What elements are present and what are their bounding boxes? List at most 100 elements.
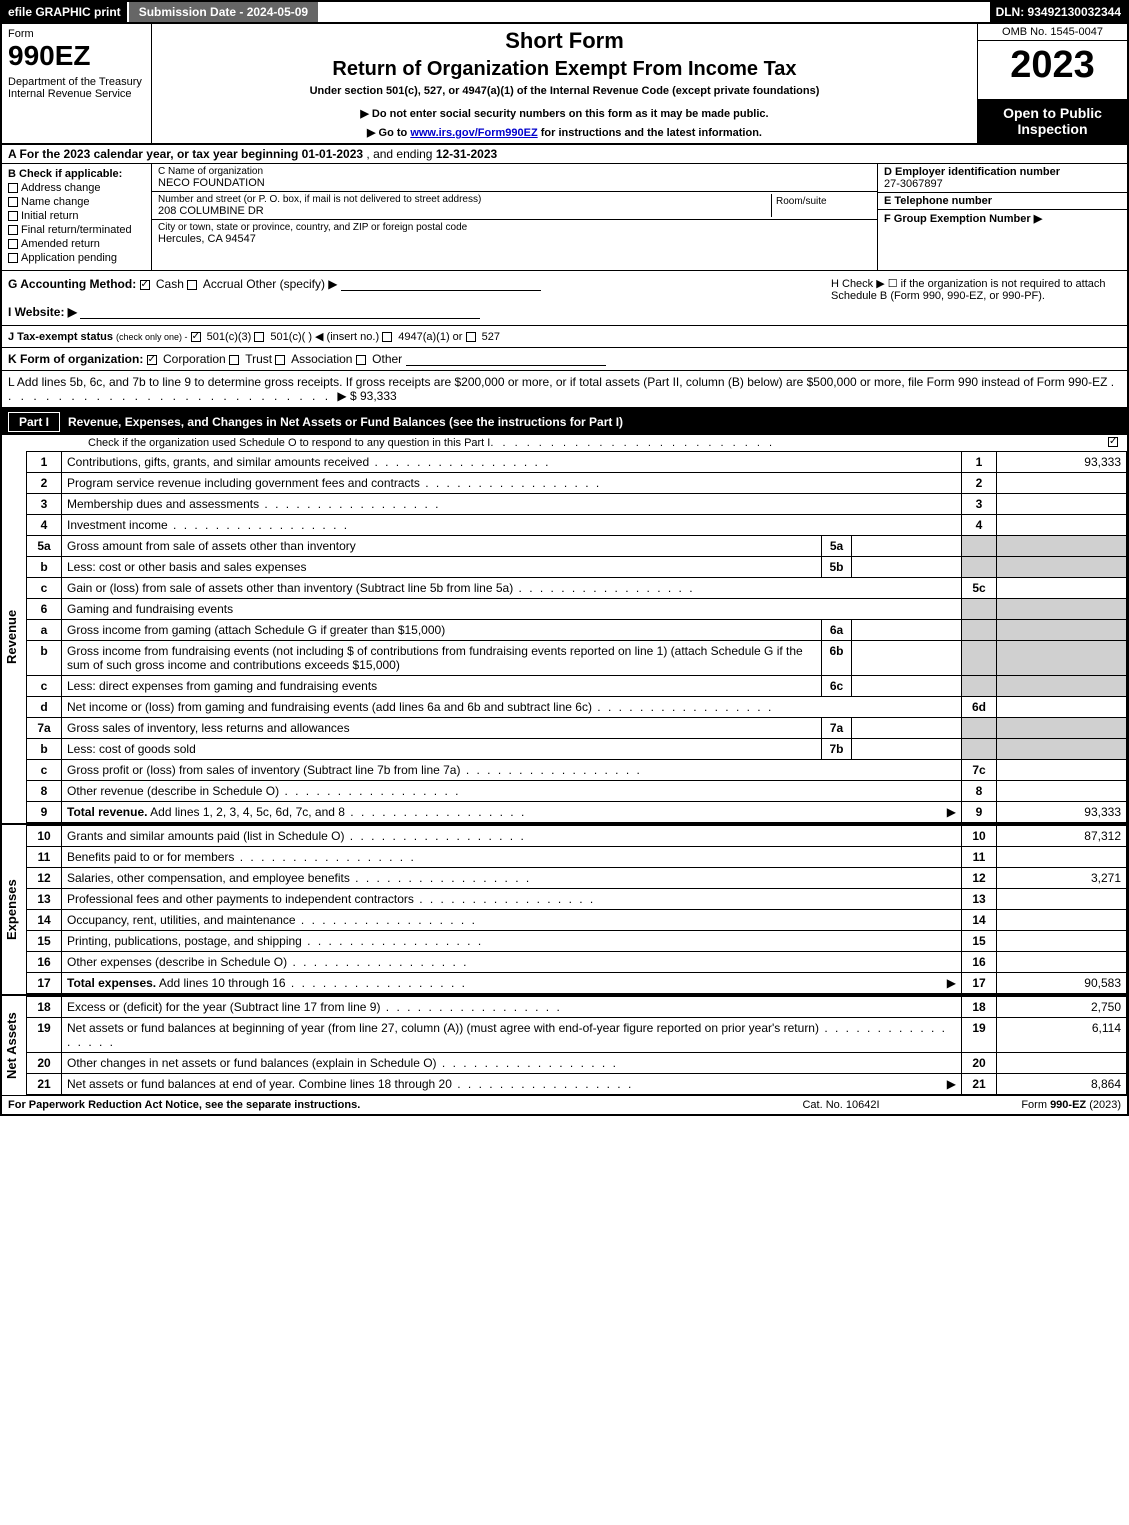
- part-1-checkbox[interactable]: [1108, 437, 1118, 447]
- address-label: Number and street (or P. O. box, if mail…: [158, 194, 771, 205]
- line-number: 15: [27, 931, 62, 952]
- line-value: [997, 760, 1127, 781]
- j-527-checkbox[interactable]: [466, 332, 476, 342]
- line-description: Gross income from gaming (attach Schedul…: [62, 620, 822, 641]
- line-description: Benefits paid to or for members . . . . …: [62, 847, 962, 868]
- checkbox-icon[interactable]: [8, 225, 18, 235]
- line-number: 17: [27, 973, 62, 994]
- footer-right: Form 990-EZ (2023): [941, 1099, 1121, 1111]
- line-value: [997, 952, 1127, 973]
- j-note: (check only one) -: [116, 332, 188, 342]
- right-line-number: 3: [962, 494, 997, 515]
- chk-application-pending[interactable]: Application pending: [8, 252, 145, 264]
- chk-amended-return[interactable]: Amended return: [8, 238, 145, 250]
- checkbox-icon[interactable]: [8, 239, 18, 249]
- right-val-shade: [997, 739, 1127, 760]
- website-field[interactable]: [80, 305, 480, 319]
- right-line-number: 19: [962, 1018, 997, 1053]
- chk-label-4: Amended return: [21, 238, 100, 250]
- efile-print[interactable]: efile GRAPHIC print: [2, 2, 129, 22]
- k-trust-checkbox[interactable]: [229, 355, 239, 365]
- right-line-number: 16: [962, 952, 997, 973]
- j-label: J Tax-exempt status: [8, 331, 113, 343]
- line-description: Total expenses. Add lines 10 through 16 …: [62, 973, 962, 994]
- line-value: [997, 910, 1127, 931]
- table-row: 14Occupancy, rent, utilities, and mainte…: [27, 910, 1127, 931]
- line-description: Gross income from fundraising events (no…: [62, 641, 822, 676]
- line-number: c: [27, 578, 62, 599]
- right-num-shade: [962, 599, 997, 620]
- table-row: aGross income from gaming (attach Schedu…: [27, 620, 1127, 641]
- line-description: Gain or (loss) from sale of assets other…: [62, 578, 962, 599]
- chk-label-1: Name change: [21, 196, 90, 208]
- other-specify-field[interactable]: [341, 277, 541, 291]
- city-label: City or town, state or province, country…: [158, 222, 871, 233]
- checkbox-icon[interactable]: [8, 253, 18, 263]
- line-description: Net assets or fund balances at end of ye…: [62, 1074, 962, 1095]
- k-other-field[interactable]: [406, 352, 606, 366]
- table-row: 18Excess or (deficit) for the year (Subt…: [27, 997, 1127, 1018]
- line-value: [997, 889, 1127, 910]
- accrual-checkbox[interactable]: [187, 280, 197, 290]
- right-line-number: 12: [962, 868, 997, 889]
- right-line-number: 18: [962, 997, 997, 1018]
- k-assoc-checkbox[interactable]: [275, 355, 285, 365]
- sub-line-value: [852, 739, 962, 760]
- k-corp-checkbox[interactable]: [147, 355, 157, 365]
- return-title: Return of Organization Exempt From Incom…: [160, 58, 969, 81]
- j-501c-checkbox[interactable]: [254, 332, 264, 342]
- line-number: 19: [27, 1018, 62, 1053]
- right-val-shade: [997, 599, 1127, 620]
- website-label: I Website: ▶: [8, 305, 77, 319]
- checkbox-icon[interactable]: [8, 183, 18, 193]
- right-num-shade: [962, 739, 997, 760]
- table-row: 17Total expenses. Add lines 10 through 1…: [27, 973, 1127, 994]
- form-header: Form 990EZ Department of the Treasury In…: [2, 24, 1127, 145]
- checkbox-icon[interactable]: [8, 211, 18, 221]
- line-value: [997, 697, 1127, 718]
- chk-initial-return[interactable]: Initial return: [8, 210, 145, 222]
- website-row: I Website: ▶: [8, 305, 821, 319]
- line-value: 87,312: [997, 826, 1127, 847]
- revenue-lines: 1Contributions, gifts, grants, and simil…: [26, 451, 1127, 823]
- table-row: 20Other changes in net assets or fund ba…: [27, 1053, 1127, 1074]
- line-description: Total revenue. Add lines 1, 2, 3, 4, 5c,…: [62, 802, 962, 823]
- line-number: 13: [27, 889, 62, 910]
- line-number: d: [27, 697, 62, 718]
- l-value: 93,333: [360, 389, 397, 403]
- table-row: cLess: direct expenses from gaming and f…: [27, 676, 1127, 697]
- line-value: 93,333: [997, 802, 1127, 823]
- line-value: [997, 1053, 1127, 1074]
- line-value: [997, 578, 1127, 599]
- chk-final-return[interactable]: Final return/terminated: [8, 224, 145, 236]
- j-4947-checkbox[interactable]: [382, 332, 392, 342]
- line-number: b: [27, 739, 62, 760]
- checkbox-icon[interactable]: [8, 197, 18, 207]
- accrual-label: Accrual: [203, 277, 243, 291]
- table-row: 19Net assets or fund balances at beginni…: [27, 1018, 1127, 1053]
- l-text: L Add lines 5b, 6c, and 7b to line 9 to …: [8, 375, 1107, 389]
- submission-date: Submission Date - 2024-05-09: [129, 2, 320, 22]
- line-value: [997, 781, 1127, 802]
- right-line-number: 1: [962, 452, 997, 473]
- line-description: Gaming and fundraising events: [62, 599, 962, 620]
- goto-line: ▶ Go to www.irs.gov/Form990EZ for instru…: [160, 126, 969, 139]
- table-row: 10Grants and similar amounts paid (list …: [27, 826, 1127, 847]
- k-other-checkbox[interactable]: [356, 355, 366, 365]
- line-number: 14: [27, 910, 62, 931]
- line-description: Program service revenue including govern…: [62, 473, 962, 494]
- sub-line-value: [852, 676, 962, 697]
- right-val-shade: [997, 676, 1127, 697]
- sub-line-number: 5b: [822, 557, 852, 578]
- form-label: Form: [8, 28, 145, 40]
- chk-address-change[interactable]: Address change: [8, 182, 145, 194]
- cash-checkbox[interactable]: [140, 280, 150, 290]
- j-501c3-checkbox[interactable]: [191, 332, 201, 342]
- right-line-number: 4: [962, 515, 997, 536]
- part-1-header: Part I Revenue, Expenses, and Changes in…: [2, 409, 1127, 435]
- irs-link[interactable]: www.irs.gov/Form990EZ: [410, 127, 537, 139]
- chk-name-change[interactable]: Name change: [8, 196, 145, 208]
- line-number: 20: [27, 1053, 62, 1074]
- footer-form-number: 990-EZ: [1050, 1099, 1086, 1111]
- line-value: 93,333: [997, 452, 1127, 473]
